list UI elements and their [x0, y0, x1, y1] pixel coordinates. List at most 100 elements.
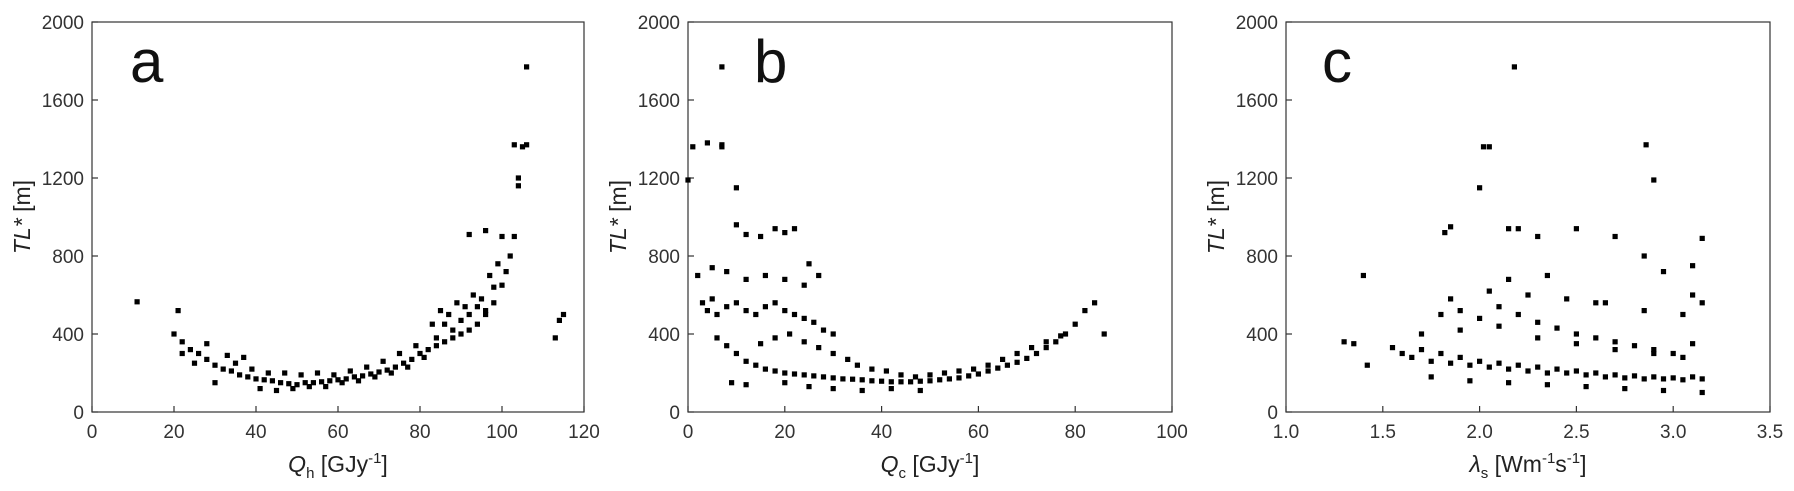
data-point: [1511, 64, 1517, 70]
x-axis-unit: ]: [381, 451, 387, 477]
data-point: [1643, 142, 1649, 148]
y-tick-label: 400: [52, 325, 84, 346]
data-point: [1418, 347, 1425, 353]
data-point: [772, 226, 778, 232]
data-point: [474, 321, 480, 327]
data-point: [782, 308, 788, 314]
x-axis-unit: [Wm: [1488, 451, 1542, 477]
data-point: [179, 350, 185, 357]
data-point: [743, 358, 749, 364]
data-point: [816, 345, 822, 351]
data-point: [1496, 360, 1502, 366]
data-point: [204, 356, 210, 362]
plot-frame: [687, 21, 1173, 413]
data-point: [343, 376, 349, 382]
y-tick-label: 1200: [1236, 169, 1278, 190]
data-point: [1670, 350, 1676, 357]
y-tick-label: 2000: [638, 13, 680, 34]
panel-letter: a: [130, 28, 164, 95]
data-point: [372, 374, 378, 380]
data-point: [1564, 370, 1570, 376]
data-point: [816, 272, 822, 279]
data-point: [1389, 345, 1396, 351]
data-point: [820, 327, 827, 333]
data-point: [1660, 376, 1667, 382]
y-axis-label: TL* [m]: [605, 180, 631, 254]
data-point: [327, 378, 333, 384]
data-point: [1554, 366, 1560, 372]
data-point: [1641, 253, 1647, 259]
data-point: [462, 304, 468, 310]
y-tick-label: 800: [648, 247, 680, 268]
data-point: [898, 372, 904, 378]
data-point: [1000, 356, 1006, 362]
data-point: [1690, 263, 1696, 269]
data-point: [278, 380, 284, 386]
data-point: [425, 347, 431, 353]
data-point: [1622, 375, 1628, 381]
data-point: [1535, 233, 1541, 240]
y-tick-label: 0: [1267, 403, 1278, 424]
data-point: [1496, 304, 1502, 310]
panel-letter: c: [1322, 28, 1352, 95]
data-point: [1448, 296, 1454, 302]
data-point: [442, 339, 448, 345]
data-point: [1573, 226, 1579, 232]
data-point: [1544, 272, 1550, 279]
data-point: [1699, 300, 1705, 306]
data-point: [883, 368, 889, 374]
data-point: [956, 368, 962, 374]
data-point: [1486, 288, 1492, 294]
data-point: [966, 373, 972, 379]
data-point: [1438, 311, 1444, 318]
data-point: [743, 276, 749, 282]
data-point: [1448, 360, 1454, 366]
data-point: [898, 379, 904, 385]
data-point: [888, 386, 894, 392]
data-point: [772, 300, 778, 306]
x-axis-symbol: Q: [881, 451, 899, 477]
data-point: [273, 387, 280, 394]
data-point: [376, 369, 382, 375]
data-point: [1535, 364, 1541, 370]
data-point: [298, 372, 304, 378]
data-point: [1364, 362, 1370, 368]
data-point: [454, 300, 460, 306]
data-point: [1024, 355, 1030, 361]
panel-b: b 0 20 40 60 80 100 0 400 800 1200 1600 2000 Qc [GJy…: [605, 13, 1188, 482]
data-point: [845, 356, 851, 362]
data-point: [758, 341, 764, 347]
data-point: [458, 331, 464, 337]
data-point: [524, 64, 530, 70]
data-point: [758, 233, 764, 240]
data-point: [1506, 226, 1512, 232]
data-point: [433, 343, 439, 349]
data-point: [187, 347, 193, 353]
data-point: [466, 311, 472, 318]
data-point: [1651, 347, 1657, 353]
y-tick-label: 1600: [638, 91, 680, 112]
x-tick-label: 60: [327, 422, 348, 443]
data-point: [699, 300, 706, 306]
x-axis-subscript: s: [1481, 465, 1489, 482]
data-point: [791, 226, 798, 232]
data-point: [499, 233, 505, 240]
x-axis-unit-exponent: -1: [960, 450, 973, 467]
data-point: [1457, 354, 1463, 360]
data-point: [1515, 226, 1521, 232]
x-tick-label: 2.5: [1563, 422, 1589, 443]
data-point: [1082, 308, 1088, 314]
data-point: [491, 300, 497, 306]
y-axis-symbol: TL*: [9, 217, 35, 254]
data-point: [429, 321, 435, 327]
data-point: [1525, 368, 1531, 374]
data-point: [801, 372, 807, 378]
data-point: [1496, 323, 1502, 329]
x-axis-symbol: Q: [288, 451, 306, 477]
data-point: [286, 381, 292, 387]
data-point: [224, 352, 230, 358]
data-point: [782, 276, 788, 282]
data-point: [801, 339, 807, 345]
data-point: [1428, 358, 1434, 364]
